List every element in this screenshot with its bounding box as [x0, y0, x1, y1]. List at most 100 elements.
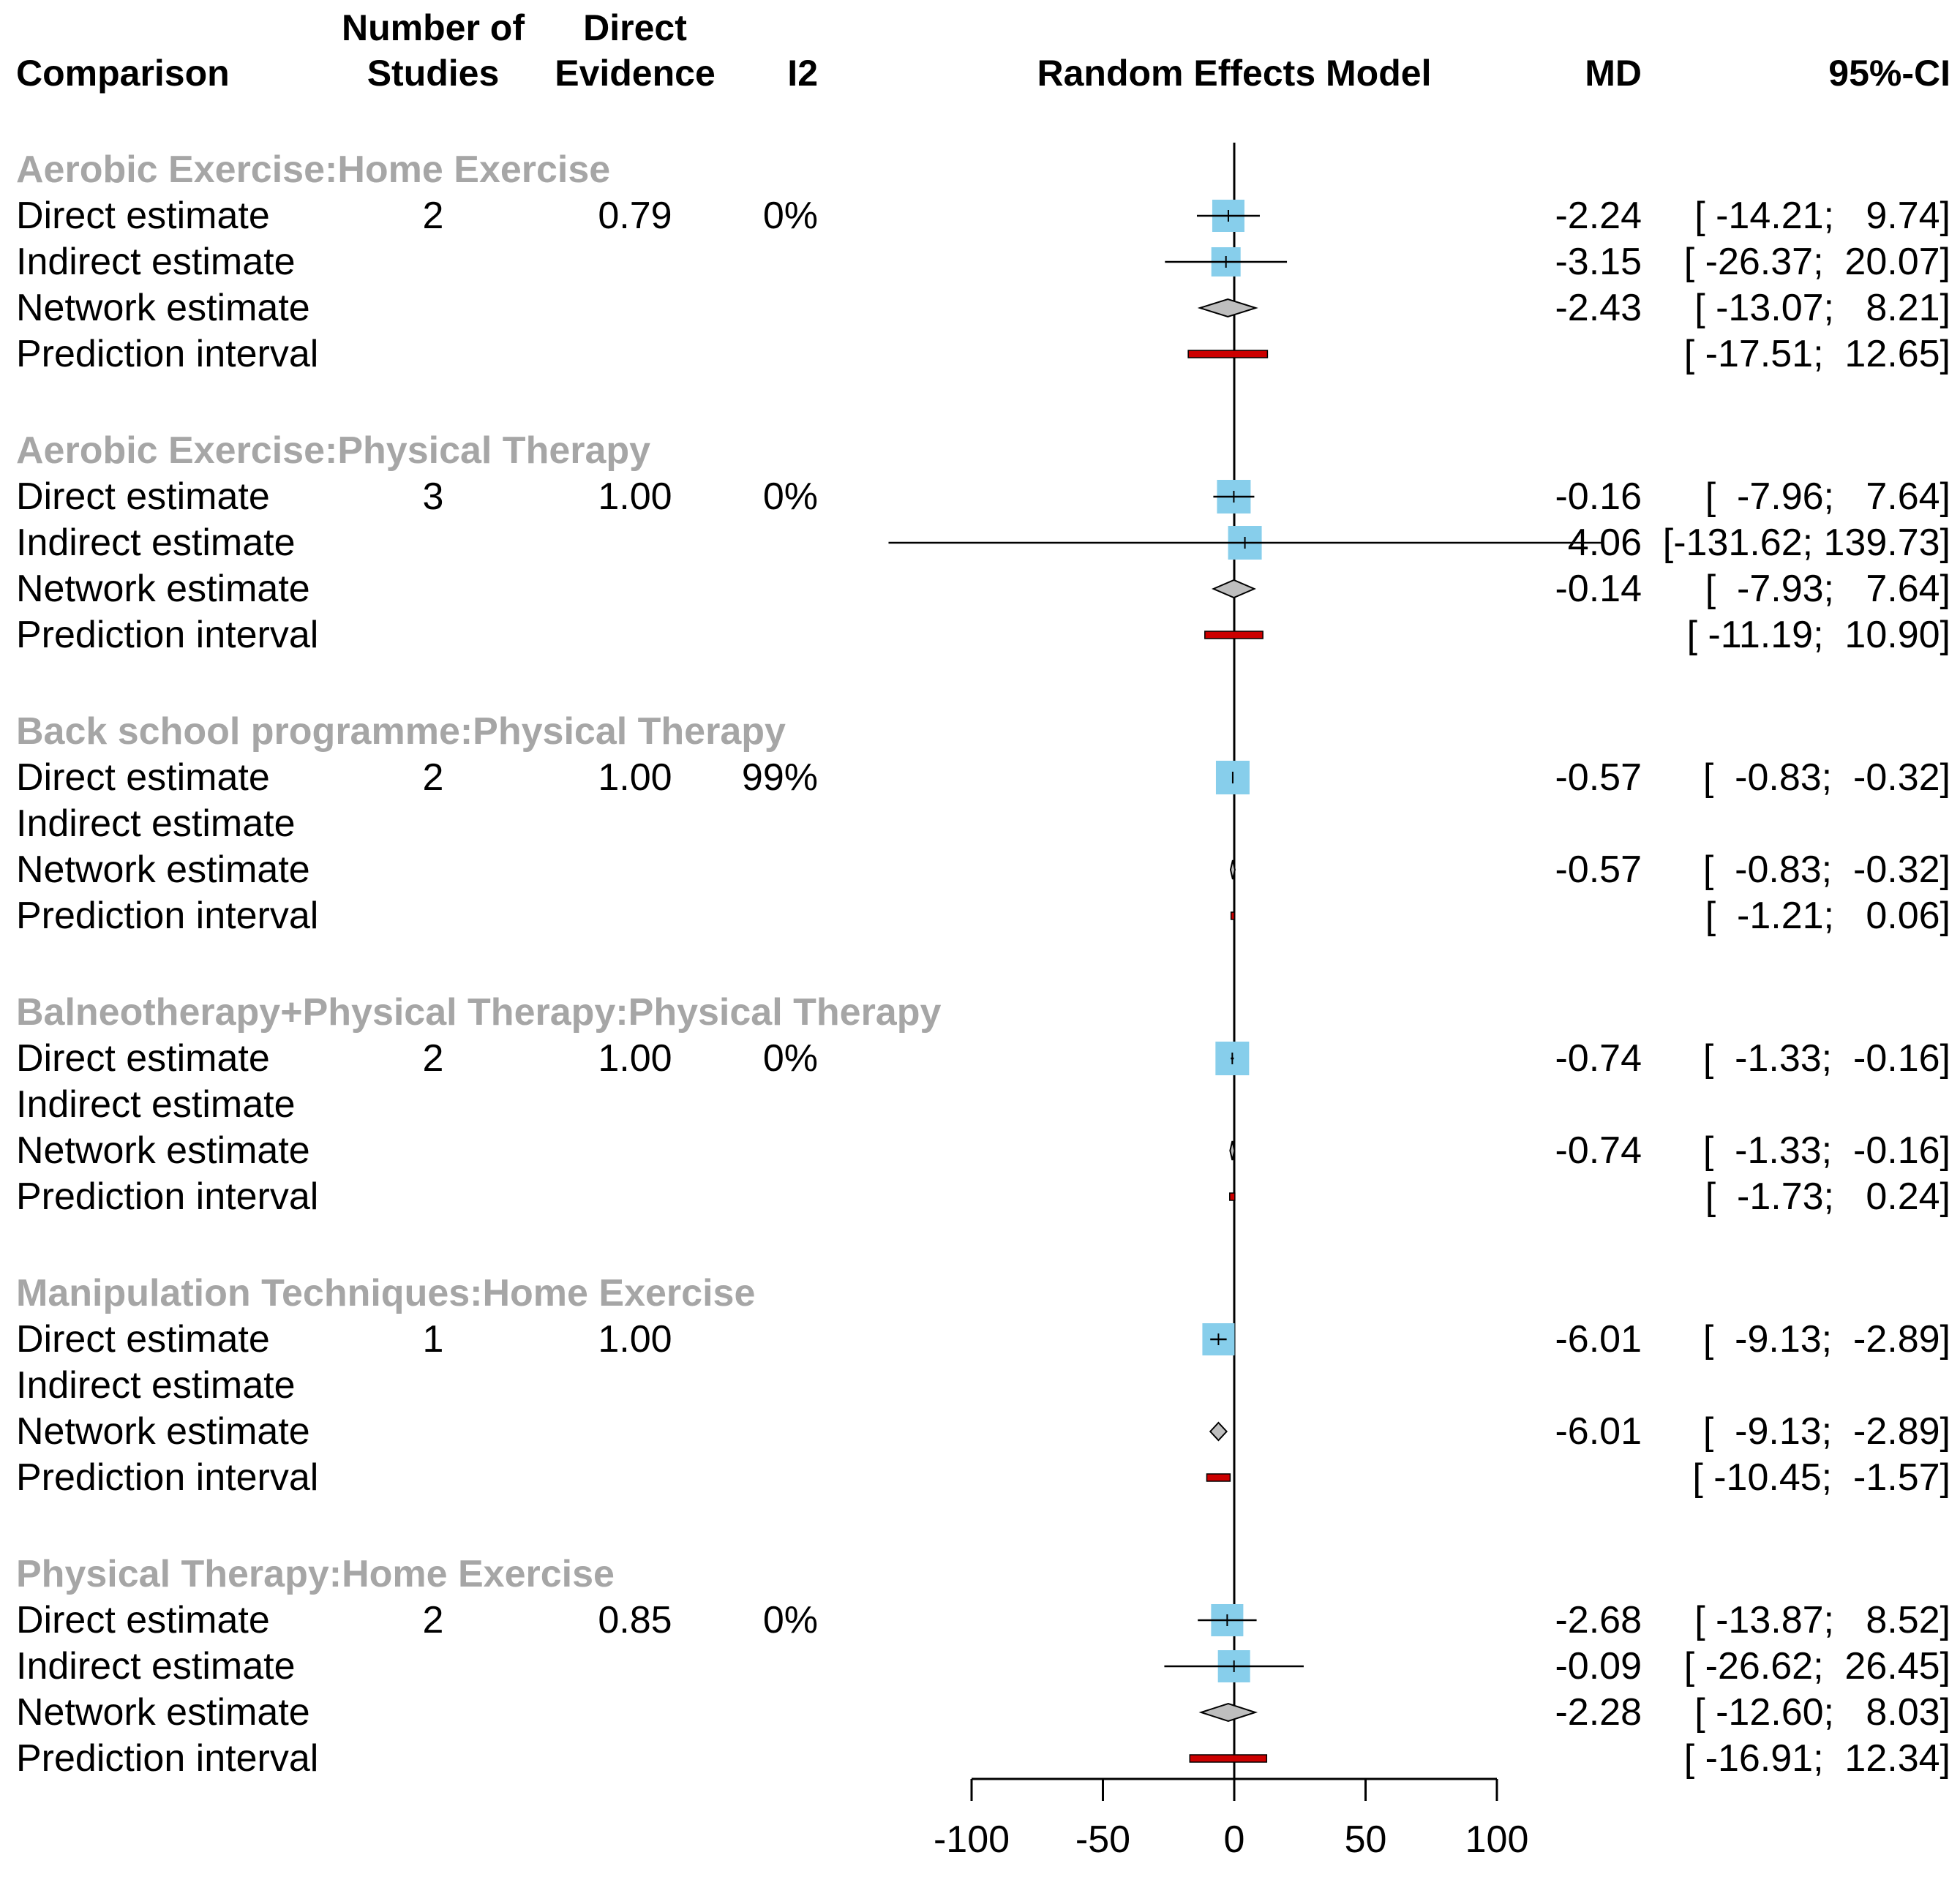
row-md: -6.01 — [1555, 1318, 1642, 1361]
row-i2: 0% — [763, 1599, 818, 1641]
row-md: -0.14 — [1555, 568, 1642, 610]
row-md: -6.01 — [1555, 1410, 1642, 1453]
prediction-interval-bar — [1187, 350, 1269, 358]
row-label: Indirect estimate — [16, 1083, 296, 1126]
header-comparison: Comparison — [16, 53, 230, 94]
x-tick-label: -100 — [934, 1818, 1010, 1861]
row-ci: [ -11.19; 10.90] — [1687, 614, 1950, 656]
row-label: Indirect estimate — [16, 802, 296, 845]
row-label: Indirect estimate — [16, 1364, 296, 1407]
row-ci: [ -13.07; 8.21] — [1694, 287, 1950, 329]
row-label: Direct estimate — [16, 1037, 270, 1080]
row-label: Indirect estimate — [16, 522, 296, 564]
row-n-studies: 1 — [423, 1318, 444, 1361]
row-ci: [ -12.60; 8.03] — [1694, 1691, 1950, 1734]
network-diamond — [1229, 1140, 1236, 1161]
row-n-studies: 2 — [423, 195, 444, 237]
header-direct: Direct — [583, 7, 687, 48]
prediction-interval-bar — [1189, 1754, 1268, 1763]
row-md: -0.09 — [1555, 1645, 1642, 1688]
row-label: Indirect estimate — [16, 1645, 296, 1688]
row-md: -2.28 — [1555, 1691, 1642, 1734]
row-direct-evidence: 1.00 — [598, 1318, 672, 1361]
header-number-of: Number of — [342, 7, 525, 48]
row-md: -0.57 — [1555, 849, 1642, 891]
row-label: Prediction interval — [16, 1456, 318, 1499]
row-label: Network estimate — [16, 849, 310, 891]
row-label: Network estimate — [16, 568, 310, 610]
row-label: Prediction interval — [16, 895, 318, 937]
row-direct-evidence: 0.79 — [598, 195, 672, 237]
row-label: Direct estimate — [16, 1318, 270, 1361]
x-tick-label: -50 — [1075, 1818, 1130, 1861]
row-md: -2.43 — [1555, 287, 1642, 329]
network-diamond — [1197, 298, 1258, 318]
row-md: -0.74 — [1555, 1037, 1642, 1080]
row-md: 4.06 — [1568, 522, 1642, 564]
group-label: Aerobic Exercise:Physical Therapy — [16, 429, 650, 472]
row-md: -2.68 — [1555, 1599, 1642, 1641]
x-tick-label: 50 — [1345, 1818, 1387, 1861]
row-md: -0.57 — [1555, 756, 1642, 799]
row-label: Direct estimate — [16, 195, 270, 237]
header-ci: 95%-CI — [1828, 53, 1950, 94]
prediction-interval-bar — [1204, 631, 1264, 639]
row-ci: [ -1.73; 0.24] — [1705, 1175, 1950, 1218]
group-label: Balneotherapy+Physical Therapy:Physical … — [16, 991, 941, 1034]
header-i2: I2 — [787, 53, 818, 94]
row-i2: 0% — [763, 195, 818, 237]
prediction-interval-bar — [1206, 1473, 1231, 1482]
row-ci: [ -13.87; 8.52] — [1694, 1599, 1950, 1641]
row-ci: [ -10.45; -1.57] — [1692, 1456, 1950, 1499]
row-n-studies: 2 — [423, 1037, 444, 1080]
row-ci: [ -14.21; 9.74] — [1694, 195, 1950, 237]
x-tick-label: 0 — [1224, 1818, 1245, 1861]
group-label: Back school programme:Physical Therapy — [16, 710, 786, 753]
row-md: -2.24 — [1555, 195, 1642, 237]
row-n-studies: 2 — [423, 1599, 444, 1641]
plot-marks — [888, 143, 1602, 1779]
prediction-interval-bar — [1229, 1192, 1236, 1201]
row-direct-evidence: 1.00 — [598, 756, 672, 799]
row-direct-evidence: 0.85 — [598, 1599, 672, 1641]
column-headers: Comparison Number of Studies Direct Evidence… — [16, 7, 1950, 94]
x-tick-label: 100 — [1465, 1818, 1529, 1861]
row-n-studies: 2 — [423, 756, 444, 799]
header-model: Random Effects Model — [1037, 53, 1432, 94]
header-md: MD — [1585, 53, 1642, 94]
row-i2: 0% — [763, 475, 818, 518]
row-label: Network estimate — [16, 1410, 310, 1453]
row-n-studies: 3 — [423, 475, 444, 518]
prediction-interval-bar — [1230, 911, 1235, 920]
row-ci: [ -1.33; -0.16] — [1703, 1037, 1950, 1080]
row-ci: [-131.62; 139.73] — [1663, 522, 1950, 564]
row-label: Prediction interval — [16, 614, 318, 656]
row-ci: [ -17.51; 12.65] — [1684, 333, 1950, 375]
row-label: Indirect estimate — [16, 241, 296, 283]
row-md: -3.15 — [1555, 241, 1642, 283]
row-ci: [ -9.13; -2.89] — [1703, 1410, 1950, 1453]
row-label: Network estimate — [16, 1129, 310, 1172]
row-direct-evidence: 1.00 — [598, 475, 672, 518]
row-direct-evidence: 1.00 — [598, 1037, 672, 1080]
network-diamond — [1211, 579, 1256, 599]
row-label: Prediction interval — [16, 1175, 318, 1218]
network-diamond — [1209, 1421, 1228, 1442]
row-label: Prediction interval — [16, 333, 318, 375]
row-ci: [ -7.93; 7.64] — [1705, 568, 1950, 610]
row-md: -0.74 — [1555, 1129, 1642, 1172]
row-label: Direct estimate — [16, 1599, 270, 1641]
row-label: Prediction interval — [16, 1737, 318, 1780]
row-ci: [ -0.83; -0.32] — [1703, 756, 1950, 799]
row-ci: [ -9.13; -2.89] — [1703, 1318, 1950, 1361]
header-studies: Studies — [367, 53, 500, 94]
group-label: Manipulation Techniques:Home Exercise — [16, 1272, 755, 1314]
row-ci: [ -26.37; 20.07] — [1684, 241, 1950, 283]
row-label: Direct estimate — [16, 475, 270, 518]
row-ci: [ -1.21; 0.06] — [1705, 895, 1950, 937]
row-ci: [ -16.91; 12.34] — [1684, 1737, 1950, 1780]
row-label: Network estimate — [16, 287, 310, 329]
row-ci: [ -26.62; 26.45] — [1684, 1645, 1950, 1688]
